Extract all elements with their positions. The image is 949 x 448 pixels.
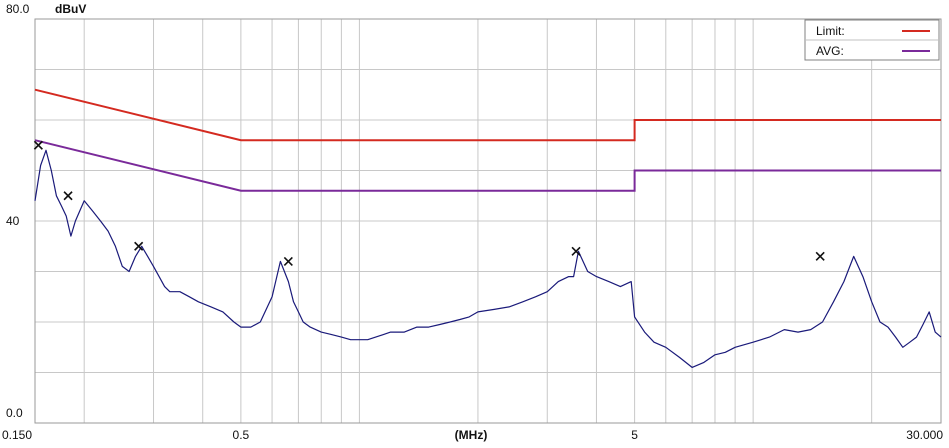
x-tick-label: 5	[631, 428, 638, 442]
plot-frame	[34, 18, 942, 424]
peak-marker	[63, 191, 73, 201]
legend: Limit: AVG:	[804, 19, 940, 61]
x-tick-label: 0.150	[2, 428, 32, 442]
peak-marker	[283, 256, 293, 266]
y-tick-labels: 80.0 40 0.0	[6, 2, 30, 420]
x-tick-label: 30.000	[906, 428, 943, 442]
peak-markers	[33, 140, 825, 266]
limit-line-limit	[34, 88, 941, 142]
legend-label-avg: AVG:	[816, 44, 844, 58]
peak-marker	[571, 246, 581, 256]
peak-marker	[815, 251, 825, 261]
y-axis-label: dBuV	[55, 2, 86, 16]
x-tick-label: 0.5	[233, 428, 250, 442]
limit-line-avg	[34, 139, 941, 192]
x-axis-label: (MHz)	[455, 428, 488, 442]
grid	[35, 19, 941, 423]
peak-marker	[134, 241, 144, 251]
measurement-series	[34, 149, 942, 368]
peak-marker	[33, 140, 43, 150]
y-tick-label: 40	[6, 214, 20, 228]
limit-lines	[34, 88, 941, 192]
y-tick-label: 0.0	[6, 406, 23, 420]
series-line	[34, 149, 942, 368]
x-tick-labels: 0.150 0.5 5 30.000	[2, 428, 943, 442]
y-tick-label: 80.0	[6, 2, 30, 16]
legend-label-limit: Limit:	[816, 24, 845, 38]
